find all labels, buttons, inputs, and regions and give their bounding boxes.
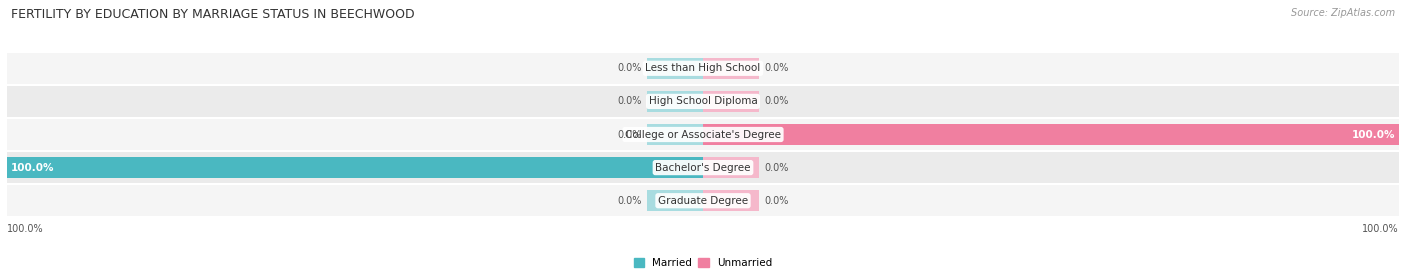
Bar: [703, 124, 1399, 145]
Bar: [647, 190, 703, 211]
Bar: [7, 86, 1399, 117]
Text: 0.0%: 0.0%: [617, 63, 641, 73]
Text: 0.0%: 0.0%: [765, 96, 789, 107]
Text: 0.0%: 0.0%: [765, 63, 789, 73]
Bar: [7, 152, 1399, 183]
Bar: [647, 58, 703, 79]
Text: 0.0%: 0.0%: [617, 196, 641, 206]
Text: 100.0%: 100.0%: [1353, 129, 1396, 140]
Text: 0.0%: 0.0%: [617, 96, 641, 107]
Text: College or Associate's Degree: College or Associate's Degree: [626, 129, 780, 140]
Bar: [7, 157, 703, 178]
Text: Bachelor's Degree: Bachelor's Degree: [655, 162, 751, 173]
Bar: [703, 91, 759, 112]
Bar: [703, 190, 759, 211]
Text: Graduate Degree: Graduate Degree: [658, 196, 748, 206]
Text: 0.0%: 0.0%: [617, 129, 641, 140]
Bar: [7, 185, 1399, 217]
Text: 100.0%: 100.0%: [10, 162, 53, 173]
Bar: [703, 157, 759, 178]
Text: FERTILITY BY EDUCATION BY MARRIAGE STATUS IN BEECHWOOD: FERTILITY BY EDUCATION BY MARRIAGE STATU…: [11, 8, 415, 21]
Legend: Married, Unmarried: Married, Unmarried: [631, 256, 775, 269]
Bar: [647, 124, 703, 145]
Text: 100.0%: 100.0%: [1362, 224, 1399, 234]
Bar: [7, 52, 1399, 84]
Text: Less than High School: Less than High School: [645, 63, 761, 73]
Text: High School Diploma: High School Diploma: [648, 96, 758, 107]
Text: 0.0%: 0.0%: [765, 196, 789, 206]
Bar: [647, 91, 703, 112]
Bar: [703, 58, 759, 79]
Text: Source: ZipAtlas.com: Source: ZipAtlas.com: [1291, 8, 1395, 18]
Text: 100.0%: 100.0%: [7, 224, 44, 234]
Text: 0.0%: 0.0%: [765, 162, 789, 173]
Bar: [7, 119, 1399, 150]
